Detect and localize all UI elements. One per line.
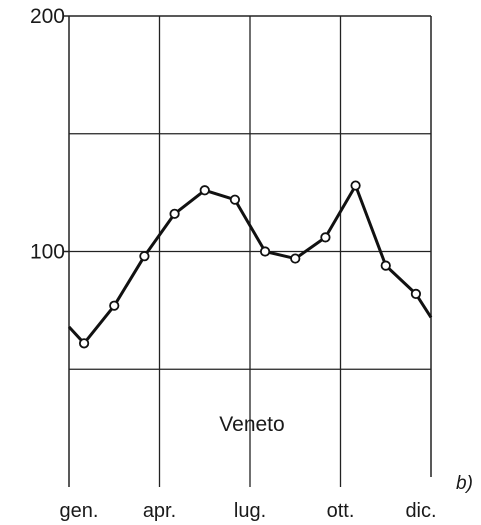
- data-point-3: [139, 251, 150, 262]
- x-tick-label-4: ott.: [327, 500, 355, 522]
- region-label: Veneto: [219, 413, 284, 436]
- y-axis-ticks: 200 100: [30, 5, 69, 264]
- data-point-10: [350, 180, 361, 191]
- data-point-2: [109, 300, 120, 311]
- series-group: [67, 180, 433, 349]
- data-point-6: [229, 194, 241, 205]
- data-point-8: [290, 253, 301, 264]
- x-tick-label-1: gen.: [60, 500, 99, 522]
- data-point-9: [320, 232, 331, 243]
- x-tick-label-5: dic.: [405, 500, 436, 522]
- chart-grid: [69, 16, 431, 487]
- data-point-7: [259, 246, 271, 257]
- data-point-4: [169, 208, 180, 219]
- data-point-12: [410, 288, 422, 299]
- data-point-1: [78, 338, 90, 349]
- data-point-11: [380, 260, 391, 271]
- x-tick-label-2: apr.: [143, 500, 176, 522]
- series-line: [67, 184, 433, 345]
- y-tick-label-100: 100: [30, 241, 65, 264]
- x-tick-label-3: lug.: [234, 500, 266, 522]
- axis-labels: gen. apr. lug. ott. dic.: [60, 500, 437, 522]
- data-point-5: [199, 185, 210, 196]
- panel-label: b): [456, 473, 473, 494]
- y-tick-label-200: 200: [30, 5, 65, 28]
